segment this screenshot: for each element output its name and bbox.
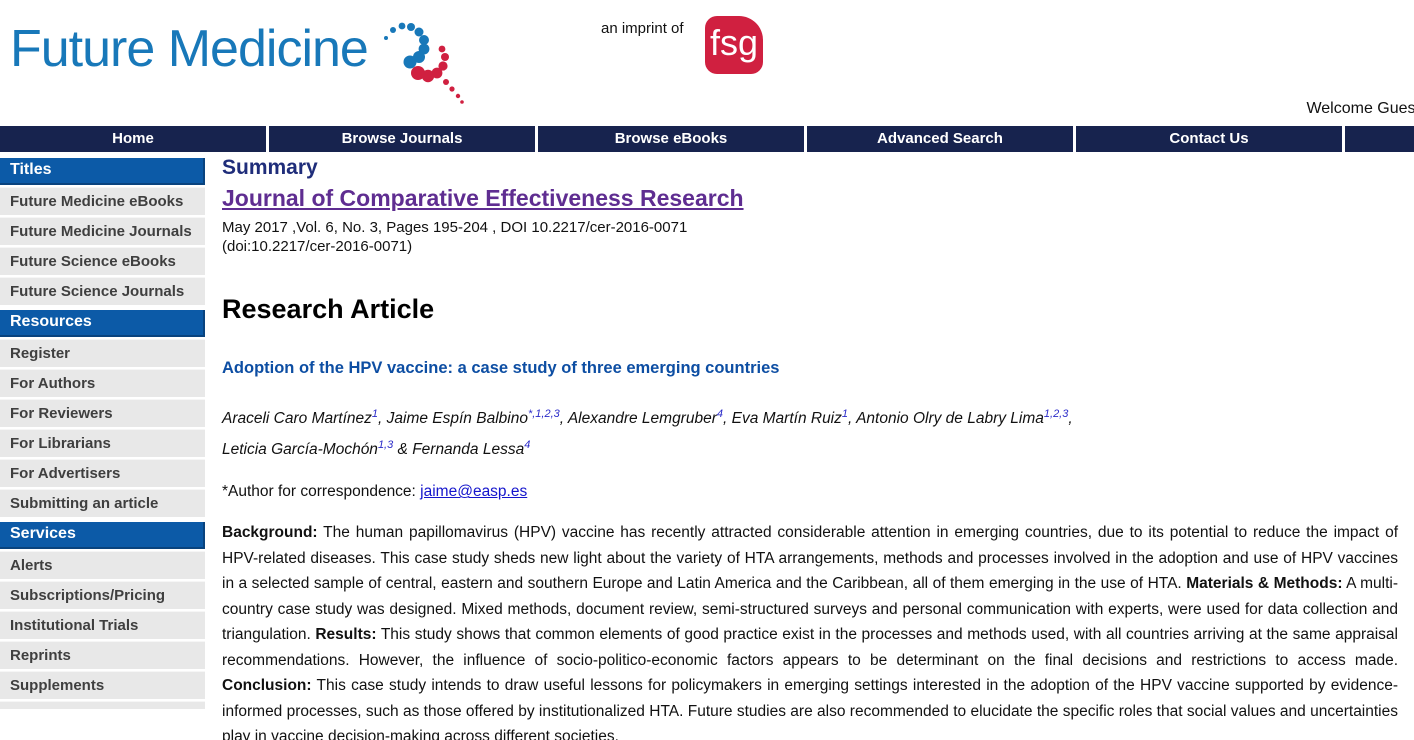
author-name: Antonio Olry de Labry Lima: [856, 410, 1044, 428]
sidebar-header-resources: Resources: [0, 310, 205, 337]
author-affiliation-sup: 4: [716, 408, 723, 420]
future-medicine-logo[interactable]: Future Medicine: [10, 18, 466, 112]
abstract-label-background: Background:: [222, 524, 318, 542]
welcome-message: Welcome Guest: [1306, 100, 1414, 117]
article-title: Adoption of the HPV vaccine: a case stud…: [222, 359, 780, 377]
author-affiliation-sup: 4: [524, 439, 531, 452]
sidebar-item-alerts[interactable]: Alerts: [0, 551, 205, 579]
sidebar-item-submitting-an-article[interactable]: Submitting an article: [0, 489, 205, 517]
author-affiliation-sup: 1: [371, 408, 379, 420]
article-summary-main: Summary Journal of Comparative Effective…: [222, 152, 1398, 740]
author-affiliation-sup: 1,3: [377, 439, 394, 452]
sidebar-item-future-science-ebooks[interactable]: Future Science eBooks: [0, 247, 205, 275]
author-name: Eva Martín Ruiz: [731, 410, 842, 428]
author-name: Fernanda Lessa: [412, 441, 525, 459]
sidebar-item-subscriptions-pricing[interactable]: Subscriptions/Pricing: [0, 581, 205, 609]
author-name: Araceli Caro Martínez: [222, 410, 372, 428]
sidebar-item-for-librarians[interactable]: For Librarians: [0, 429, 205, 457]
sidebar-header-titles: Titles: [0, 158, 205, 185]
author-name: Jaime Espín Balbino: [386, 410, 528, 428]
abstract-label-conclusion: Conclusion:: [222, 677, 312, 695]
nav-item-browse-ebooks[interactable]: Browse eBooks: [538, 126, 804, 152]
nav-item-home[interactable]: Home: [0, 126, 266, 152]
author-affiliation-sup: *,1,2,3: [527, 408, 560, 420]
abstract-label-results: Results:: [315, 626, 377, 644]
abstract-paragraph: Background: The human papillomavirus (HP…: [222, 524, 1398, 740]
sidebar-item-for-reviewers[interactable]: For Reviewers: [0, 399, 205, 427]
nav-item-browse-journals[interactable]: Browse Journals: [269, 126, 535, 152]
author-name: Leticia García-Mochón: [222, 441, 378, 459]
sidebar: Titles Future Medicine eBooks Future Med…: [0, 158, 205, 711]
correspondence-email-link[interactable]: jaime@easp.es: [420, 483, 528, 501]
sidebar-header-services: Services: [0, 522, 205, 549]
author-affiliation-sup: 1,2,3: [1043, 408, 1069, 420]
author-name: Alexandre Lemgruber: [567, 410, 717, 428]
sidebar-item-for-advertisers[interactable]: For Advertisers: [0, 459, 205, 487]
sidebar-item-reprints[interactable]: Reprints: [0, 641, 205, 669]
nav-item-advanced-search[interactable]: Advanced Search: [807, 126, 1073, 152]
author-affiliation-sup: 1: [841, 408, 849, 420]
sidebar-item-future-medicine-ebooks[interactable]: Future Medicine eBooks: [0, 187, 205, 215]
sidebar-item-partial[interactable]: [0, 701, 205, 709]
future-medicine-logo-text: Future Medicine: [10, 20, 369, 78]
article-type-heading: Research Article: [222, 294, 435, 324]
sidebar-item-supplements[interactable]: Supplements: [0, 671, 205, 699]
citation-line-2: (doi:10.2217/cer-2016-0071): [222, 238, 413, 255]
sidebar-item-future-science-journals[interactable]: Future Science Journals: [0, 277, 205, 305]
sidebar-item-register[interactable]: Register: [0, 339, 205, 367]
nav-filler: [1345, 126, 1414, 152]
dna-swirl-icon: [383, 22, 464, 104]
correspondence-line: *Author for correspondence: jaime@easp.e…: [222, 483, 1398, 501]
main-nav: Home Browse Journals Browse eBooks Advan…: [0, 126, 1414, 152]
imprint-label: an imprint of: [601, 20, 684, 37]
author-list: Araceli Caro Martínez1, Jaime Espín Balb…: [222, 408, 1073, 459]
sidebar-item-future-medicine-journals[interactable]: Future Medicine Journals: [0, 217, 205, 245]
abstract-label-materials-methods: Materials & Methods:: [1186, 575, 1343, 593]
page-header: Future Medicine an imprint of fsg Welcom…: [0, 0, 1414, 126]
fsg-logo[interactable]: fsg: [705, 16, 763, 74]
sidebar-item-institutional-trials[interactable]: Institutional Trials: [0, 611, 205, 639]
journal-title-link[interactable]: Journal of Comparative Effectiveness Res…: [222, 185, 744, 211]
correspondence-label: *Author for correspondence:: [222, 483, 421, 501]
summary-heading: Summary: [222, 156, 318, 179]
sidebar-item-for-authors[interactable]: For Authors: [0, 369, 205, 397]
citation-line-1: May 2017 ,Vol. 6, No. 3, Pages 195-204 ,…: [222, 219, 688, 236]
nav-item-contact-us[interactable]: Contact Us: [1076, 126, 1342, 152]
